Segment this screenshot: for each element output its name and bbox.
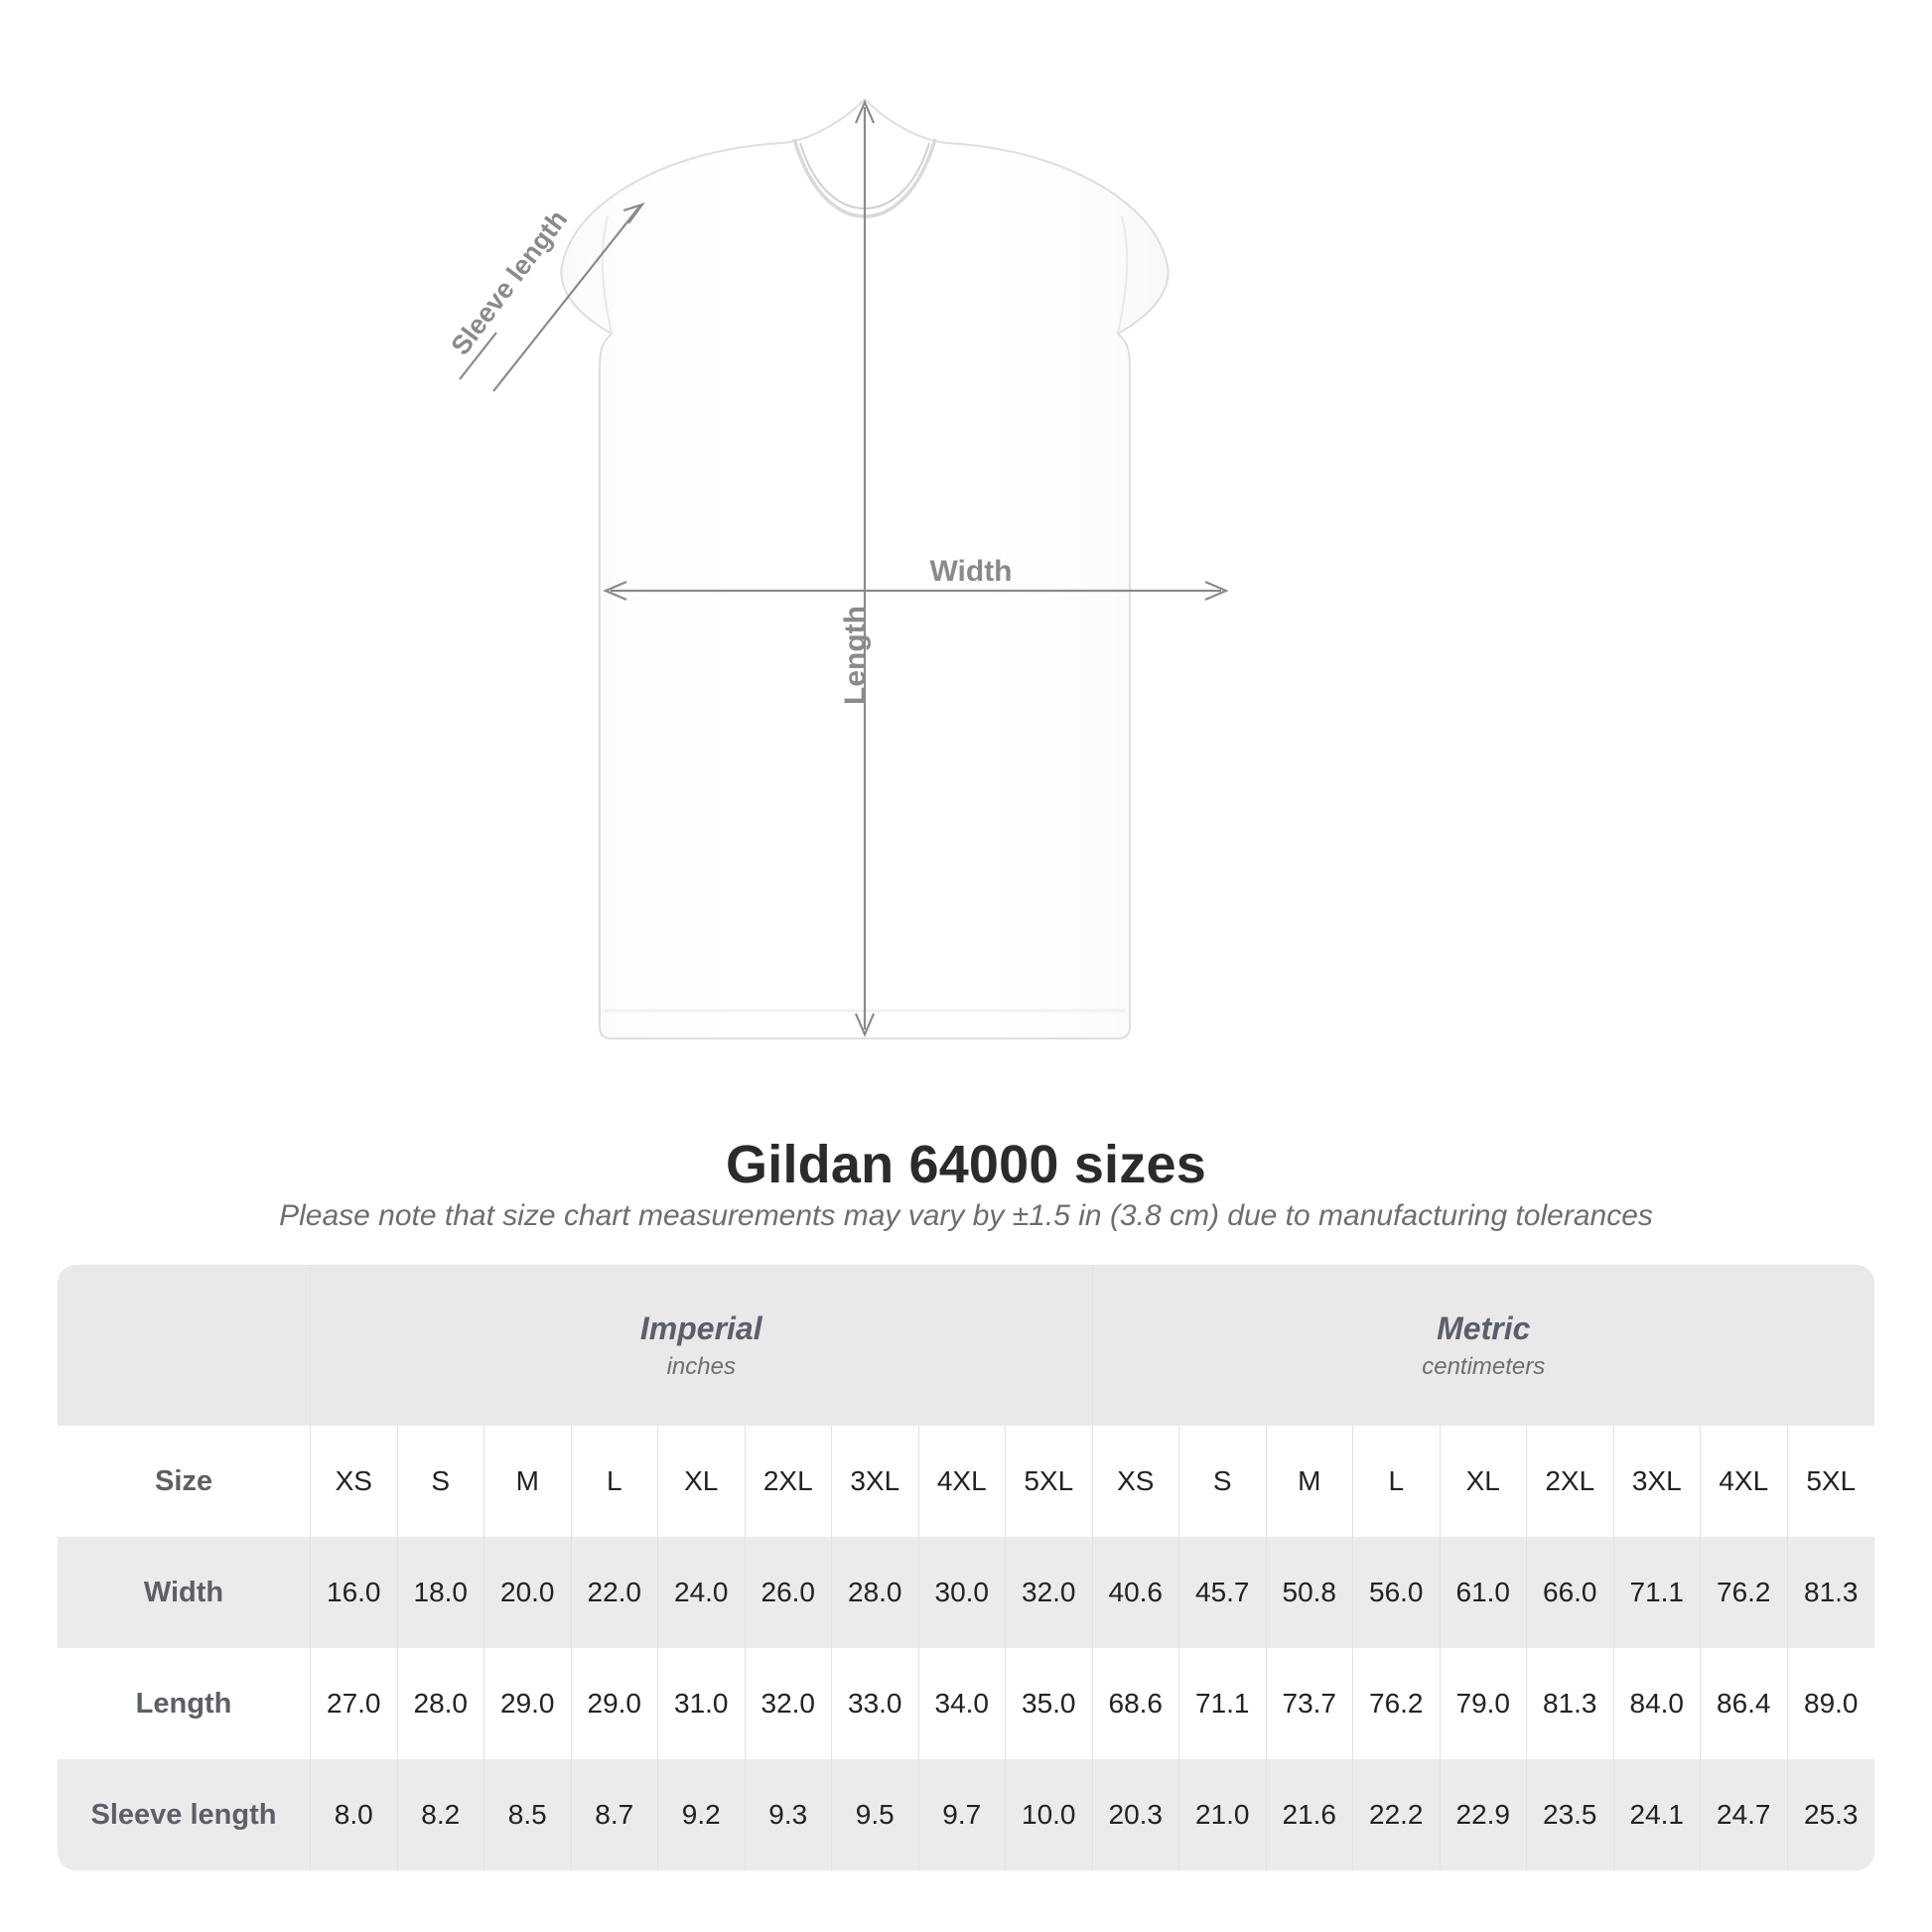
svg-text:Sleeve length: Sleeve length bbox=[445, 205, 573, 360]
svg-text:Width: Width bbox=[929, 555, 1012, 588]
svg-text:Length: Length bbox=[839, 606, 872, 705]
